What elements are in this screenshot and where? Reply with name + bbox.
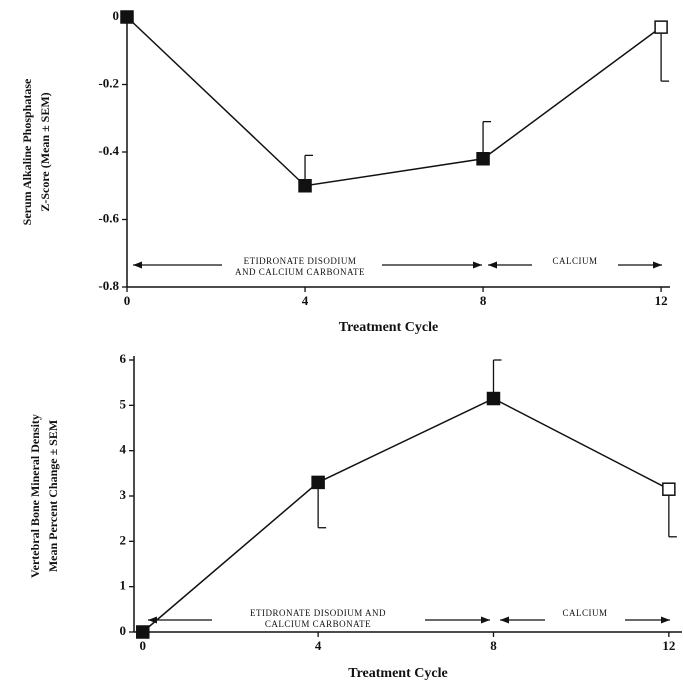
arrow-head [653, 261, 662, 269]
x-tick-label: 8 [480, 293, 487, 308]
y-tick-label: 3 [120, 487, 127, 502]
marker [654, 20, 668, 34]
marker [476, 152, 490, 166]
x-axis-label: Treatment Cycle [339, 320, 438, 335]
x-tick-label: 0 [140, 638, 147, 653]
y-tick-label: 2 [120, 532, 127, 547]
marker [120, 10, 134, 24]
y-tick-label: -0.2 [98, 75, 119, 90]
y-tick-label: -0.6 [98, 210, 119, 225]
arrow-head [473, 261, 482, 269]
annotation: ETIDRONATE DISODIUM [244, 256, 357, 266]
annotation: CALCIUM [552, 256, 597, 266]
marker [662, 482, 676, 496]
marker [311, 475, 325, 490]
marker [298, 179, 312, 193]
y-tick-label: 0 [113, 8, 120, 23]
arrow-head [481, 616, 490, 624]
arrow-head [500, 616, 509, 624]
y-axis-label: Vertebral Bone Mineral Density [28, 414, 42, 578]
x-tick-label: 4 [302, 293, 309, 308]
y-axis-label: Z-Score (Mean ± SEM) [38, 92, 52, 211]
y-tick-label: -0.4 [98, 143, 119, 158]
y-tick-label: 4 [120, 442, 127, 457]
y-axis-label: Mean Percent Change ± SEM [46, 420, 60, 572]
marker [486, 391, 501, 406]
arrow-head [148, 616, 157, 624]
data-line [142, 397, 670, 633]
x-tick-label: 12 [655, 293, 668, 308]
x-tick-label: 8 [490, 638, 497, 653]
arrow-head [661, 616, 670, 624]
x-tick-label: 12 [662, 638, 675, 653]
annotation: ETIDRONATE DISODIUM AND [250, 608, 386, 618]
y-tick-label: -0.8 [98, 278, 119, 293]
data-line [126, 16, 662, 187]
y-tick-label: 1 [120, 578, 127, 593]
x-tick-label: 4 [315, 638, 322, 653]
x-tick-label: 0 [124, 293, 131, 308]
arrow-head [133, 261, 142, 269]
annotation: CALCIUM CARBONATE [265, 619, 371, 629]
y-tick-label: 5 [120, 396, 127, 411]
y-tick-label: 0 [120, 623, 127, 638]
annotation: AND CALCIUM CARBONATE [235, 267, 365, 277]
x-axis-label: Treatment Cycle [348, 666, 447, 681]
annotation: CALCIUM [562, 608, 607, 618]
marker [136, 625, 150, 639]
y-tick-label: 6 [120, 351, 127, 366]
arrow-head [488, 261, 497, 269]
y-axis-label: Serum Alkaline Phosphatase [20, 78, 34, 225]
